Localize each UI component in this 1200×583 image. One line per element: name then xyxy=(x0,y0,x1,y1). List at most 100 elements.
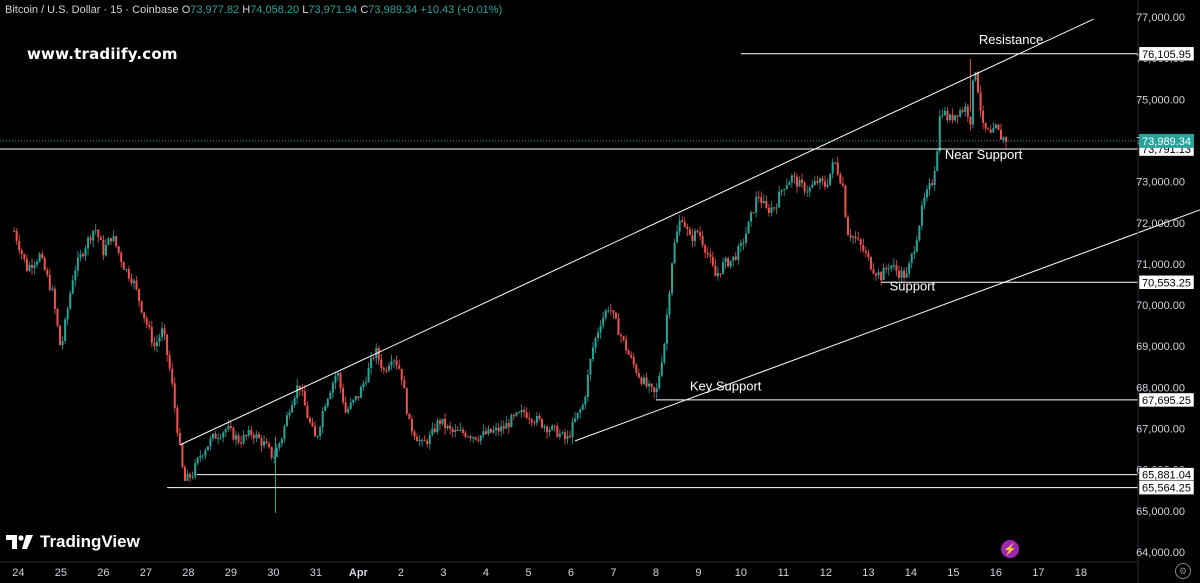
candle-body xyxy=(270,447,273,458)
price-tag-label: 65,881.04 xyxy=(1142,470,1191,482)
candle-body xyxy=(438,420,441,424)
price-tag-box xyxy=(1138,275,1195,290)
candle-body xyxy=(987,128,990,130)
candle-body xyxy=(563,432,566,440)
time-tick-label: 8 xyxy=(653,567,659,579)
candle-body xyxy=(107,238,110,245)
open-label: O xyxy=(181,4,191,16)
candle-body xyxy=(451,428,454,432)
candle-body xyxy=(773,207,776,209)
candle-body xyxy=(416,436,419,442)
settings-icon[interactable]: ⚙ xyxy=(1175,563,1191,579)
candle-body xyxy=(877,272,880,276)
candle-body xyxy=(630,354,633,358)
candle-body xyxy=(795,176,798,187)
candle-body xyxy=(87,237,90,249)
candle-body xyxy=(546,426,549,433)
candle-body xyxy=(36,261,39,265)
candle-body xyxy=(48,274,51,290)
time-tick-label: 31 xyxy=(310,567,322,579)
candle-body xyxy=(112,235,115,242)
candle-body xyxy=(739,243,742,247)
close-value: 73,989.34 xyxy=(368,4,418,16)
time-tick-label: 12 xyxy=(820,567,832,579)
candle-body xyxy=(497,427,500,432)
candle-body xyxy=(222,432,225,438)
candle-body xyxy=(699,232,702,236)
candle-body xyxy=(757,196,760,198)
time-tick-label: 2 xyxy=(398,567,404,579)
candle-body xyxy=(632,357,635,365)
candle-body xyxy=(495,427,498,431)
candle-body xyxy=(492,430,495,433)
candle-body xyxy=(449,425,452,429)
change-value: +10.43 (+0.01%) xyxy=(420,4,503,16)
candle-body xyxy=(64,319,67,341)
candle-body xyxy=(915,240,918,252)
candle-body xyxy=(862,245,865,251)
tradingview-logo[interactable]: TradingView xyxy=(6,532,140,552)
candle-body xyxy=(456,429,459,431)
candle-body xyxy=(298,385,301,391)
candle-body xyxy=(775,207,778,209)
candle-body xyxy=(671,263,674,294)
candle-body xyxy=(765,200,768,208)
candle-body xyxy=(183,466,186,481)
candle-body xyxy=(747,221,750,234)
candle-body xyxy=(681,220,684,223)
candle-body xyxy=(849,235,852,238)
candle-body xyxy=(71,280,74,294)
candle-body xyxy=(589,358,592,375)
candle-body xyxy=(201,455,204,457)
candle-body xyxy=(342,387,345,403)
candle-body xyxy=(803,182,806,192)
candle-body xyxy=(431,428,434,435)
candle-body xyxy=(240,442,243,444)
candle-body xyxy=(818,178,821,183)
support-price-tag: 70,553.25 xyxy=(1138,275,1195,290)
price-tick-label: 71,000.00 xyxy=(1136,259,1185,271)
candle-body xyxy=(658,375,661,389)
candle-body xyxy=(984,122,987,129)
candle-body xyxy=(655,388,658,393)
candle-body xyxy=(178,432,181,444)
candle-body xyxy=(84,248,87,257)
candle-body xyxy=(762,200,765,204)
price-tick-label: 68,000.00 xyxy=(1136,382,1185,394)
candle-body xyxy=(347,408,350,413)
candle-body xyxy=(637,372,640,378)
candle-body xyxy=(556,425,559,437)
candle-body xyxy=(367,367,370,383)
lower-channel-trendline xyxy=(574,209,1200,442)
candle-body xyxy=(507,423,510,428)
candle-body xyxy=(581,404,584,410)
candle-body xyxy=(446,425,449,429)
candle-body xyxy=(933,170,936,185)
candle-body xyxy=(515,412,518,416)
price-tick-label: 67,000.00 xyxy=(1136,424,1185,436)
candle-body xyxy=(599,325,602,333)
price-tick-label: 65,000.00 xyxy=(1136,506,1185,518)
candle-body xyxy=(319,427,322,437)
candle-body xyxy=(688,229,691,236)
candle-body xyxy=(1002,137,1005,140)
candle-body xyxy=(359,387,362,398)
lightning-icon[interactable]: ⚡ xyxy=(1001,540,1019,558)
candle-body xyxy=(489,428,492,433)
candle-body xyxy=(155,341,158,347)
candle-body xyxy=(954,115,957,121)
candle-body xyxy=(678,220,681,232)
candle-body xyxy=(311,422,314,427)
candle-body xyxy=(132,280,135,284)
candle-body xyxy=(81,254,84,257)
candle-body xyxy=(905,273,908,278)
candle-body xyxy=(640,377,643,384)
candle-body xyxy=(186,473,189,481)
candle-body xyxy=(523,410,526,413)
candle-body xyxy=(321,410,324,428)
candle-body xyxy=(303,391,306,406)
key-support-price-tag: 67,695.25 xyxy=(1138,392,1195,408)
symbol-title: Bitcoin / U.S. Dollar · 15 · Coinbase xyxy=(5,4,179,16)
time-tick-label: 13 xyxy=(862,567,874,579)
